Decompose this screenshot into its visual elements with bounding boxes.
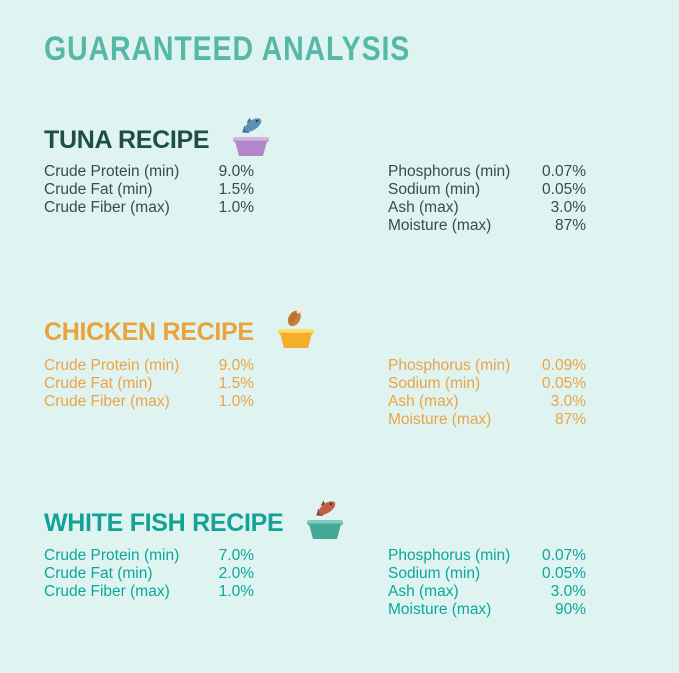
nutrient-row: Ash (max) 3.0%: [388, 199, 586, 216]
nutrient-row: Crude Fat (min) 2.0%: [44, 565, 254, 582]
tuna-bowl-icon: [227, 112, 275, 163]
page-title: GUARANTEED ANALYSIS: [44, 30, 411, 68]
nutrient-row: Crude Protein (min) 7.0%: [44, 547, 254, 564]
nutrient-row: Sodium (min) 0.05%: [388, 565, 586, 582]
nutrient-row: Moisture (max) 87%: [388, 411, 586, 428]
nutrient-row: Sodium (min) 0.05%: [388, 181, 586, 198]
chicken-heading-row: CHICKEN RECIPE: [44, 304, 320, 351]
tuna-heading-row: TUNA RECIPE: [44, 112, 275, 159]
whitefish-nutrients-right: Phosphorus (min) 0.07% Sodium (min) 0.05% …: [388, 547, 586, 619]
nutrient-row: Sodium (min) 0.05%: [388, 375, 586, 392]
chicken-nutrients-right: Phosphorus (min) 0.09% Sodium (min) 0.05% …: [388, 357, 586, 429]
nutrient-row: Phosphorus (min) 0.07%: [388, 163, 586, 180]
nutrient-row: Phosphorus (min) 0.09%: [388, 357, 586, 374]
nutrient-row: Ash (max) 3.0%: [388, 583, 586, 600]
nutrient-row: Crude Protein (min) 9.0%: [44, 357, 254, 374]
nutrient-row: Moisture (max) 87%: [388, 217, 586, 234]
nutrient-row: Crude Fiber (max) 1.0%: [44, 199, 254, 216]
tuna-nutrients-left: Crude Protein (min) 9.0% Crude Fat (min) 1…: [44, 163, 254, 217]
whitefish-nutrients-left: Crude Protein (min) 7.0% Crude Fat (min) 2…: [44, 547, 254, 601]
tuna-heading: TUNA RECIPE: [44, 126, 210, 154]
tuna-nutrients-right: Phosphorus (min) 0.07% Sodium (min) 0.05% …: [388, 163, 586, 235]
nutrient-row: Crude Protein (min) 9.0%: [44, 163, 254, 180]
chicken-bowl-icon: [272, 304, 320, 355]
whitefish-heading-row: WHITE FISH RECIPE: [44, 495, 349, 542]
whitefish-heading: WHITE FISH RECIPE: [44, 509, 284, 537]
chicken-heading: CHICKEN RECIPE: [44, 318, 254, 346]
nutrient-row: Phosphorus (min) 0.07%: [388, 547, 586, 564]
nutrient-row: Moisture (max) 90%: [388, 601, 586, 618]
chicken-nutrients-left: Crude Protein (min) 9.0% Crude Fat (min) 1…: [44, 357, 254, 411]
whitefish-bowl-icon: [301, 495, 349, 546]
nutrient-row: Crude Fat (min) 1.5%: [44, 375, 254, 392]
nutrient-row: Crude Fiber (max) 1.0%: [44, 393, 254, 410]
nutrient-row: Crude Fat (min) 1.5%: [44, 181, 254, 198]
nutrient-row: Ash (max) 3.0%: [388, 393, 586, 410]
nutrient-row: Crude Fiber (max) 1.0%: [44, 583, 254, 600]
